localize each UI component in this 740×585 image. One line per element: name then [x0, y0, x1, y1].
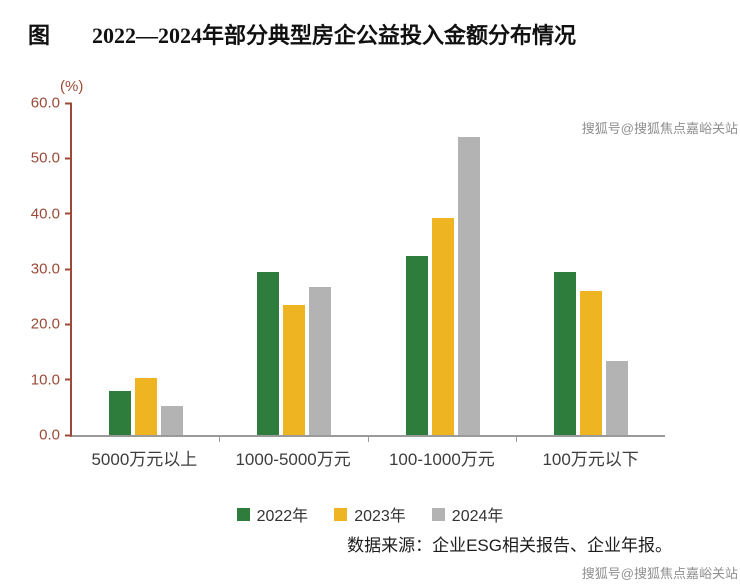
- legend-swatch-icon: [334, 507, 348, 521]
- y-tick-label: 40.0: [30, 205, 73, 223]
- plot-area: [72, 103, 665, 442]
- x-axis-label: 100万元以下: [542, 450, 639, 469]
- legend-swatch-icon: [236, 507, 250, 521]
- bar-2022年: [405, 256, 428, 435]
- page-title: 2022—2024年部分典型房企公益投入金额分布情况: [92, 23, 577, 48]
- x-axis-label: 1000-5000万元: [235, 450, 351, 469]
- watermark-bottom: 搜狐号@搜狐焦点嘉峪关站: [581, 566, 738, 581]
- legend-item: 2024年: [431, 502, 504, 526]
- bar-2023年: [135, 378, 158, 435]
- bar-group: [517, 103, 665, 435]
- watermark-top: 搜狐号@搜狐焦点嘉峪关站: [581, 121, 738, 136]
- bar-2024年: [309, 287, 332, 435]
- bar-2024年: [457, 136, 480, 435]
- legend-label: 2022年: [256, 508, 309, 525]
- bar-chart: 60.0 50.0 40.0 30.0 20.0 10.0 0.0: [31, 96, 665, 443]
- bar-2023年: [579, 290, 602, 435]
- bar-group: [72, 103, 221, 442]
- bar-2022年: [109, 391, 132, 435]
- bar-2022年: [257, 271, 280, 435]
- legend-swatch-icon: [431, 507, 445, 521]
- bar-2023年: [283, 304, 306, 435]
- figure-label: 图: [28, 23, 51, 48]
- legend-item: 2023年: [334, 502, 406, 526]
- x-axis-label: 100-1000万元: [388, 450, 495, 469]
- bar-group: [369, 103, 518, 442]
- y-tick-label: 50.0: [30, 149, 73, 167]
- y-tick-label: 60.0: [30, 94, 73, 112]
- legend-item: 2022年: [236, 502, 309, 526]
- bar-2023年: [431, 217, 454, 435]
- bar-2022年: [553, 271, 576, 435]
- figure-title-row: 图 2022—2024年部分典型房企公益投入金额分布情况: [28, 18, 576, 50]
- legend-label: 2023年: [354, 508, 406, 525]
- x-axis-labels: 5000万元以上 1000-5000万元 100-1000万元 100万元以下: [70, 445, 665, 470]
- bar-2024年: [605, 361, 628, 435]
- y-axis: 60.0 50.0 40.0 30.0 20.0 10.0 0.0: [2, 96, 73, 443]
- y-axis-unit-label: (%): [60, 78, 84, 95]
- bar-group: [220, 103, 369, 442]
- y-tick-label: 30.0: [30, 260, 73, 278]
- source-note: 数据来源：企业ESG相关报告、企业年报。: [347, 536, 672, 555]
- y-tick-label: 10.0: [30, 371, 73, 389]
- x-axis-label: 5000万元以上: [91, 450, 198, 469]
- y-tick-label: 0.0: [39, 426, 72, 444]
- bar-2024年: [161, 405, 184, 435]
- legend-label: 2024年: [451, 508, 504, 525]
- legend: 2022年 2023年 2024年: [0, 502, 740, 526]
- y-tick-label: 20.0: [30, 315, 73, 333]
